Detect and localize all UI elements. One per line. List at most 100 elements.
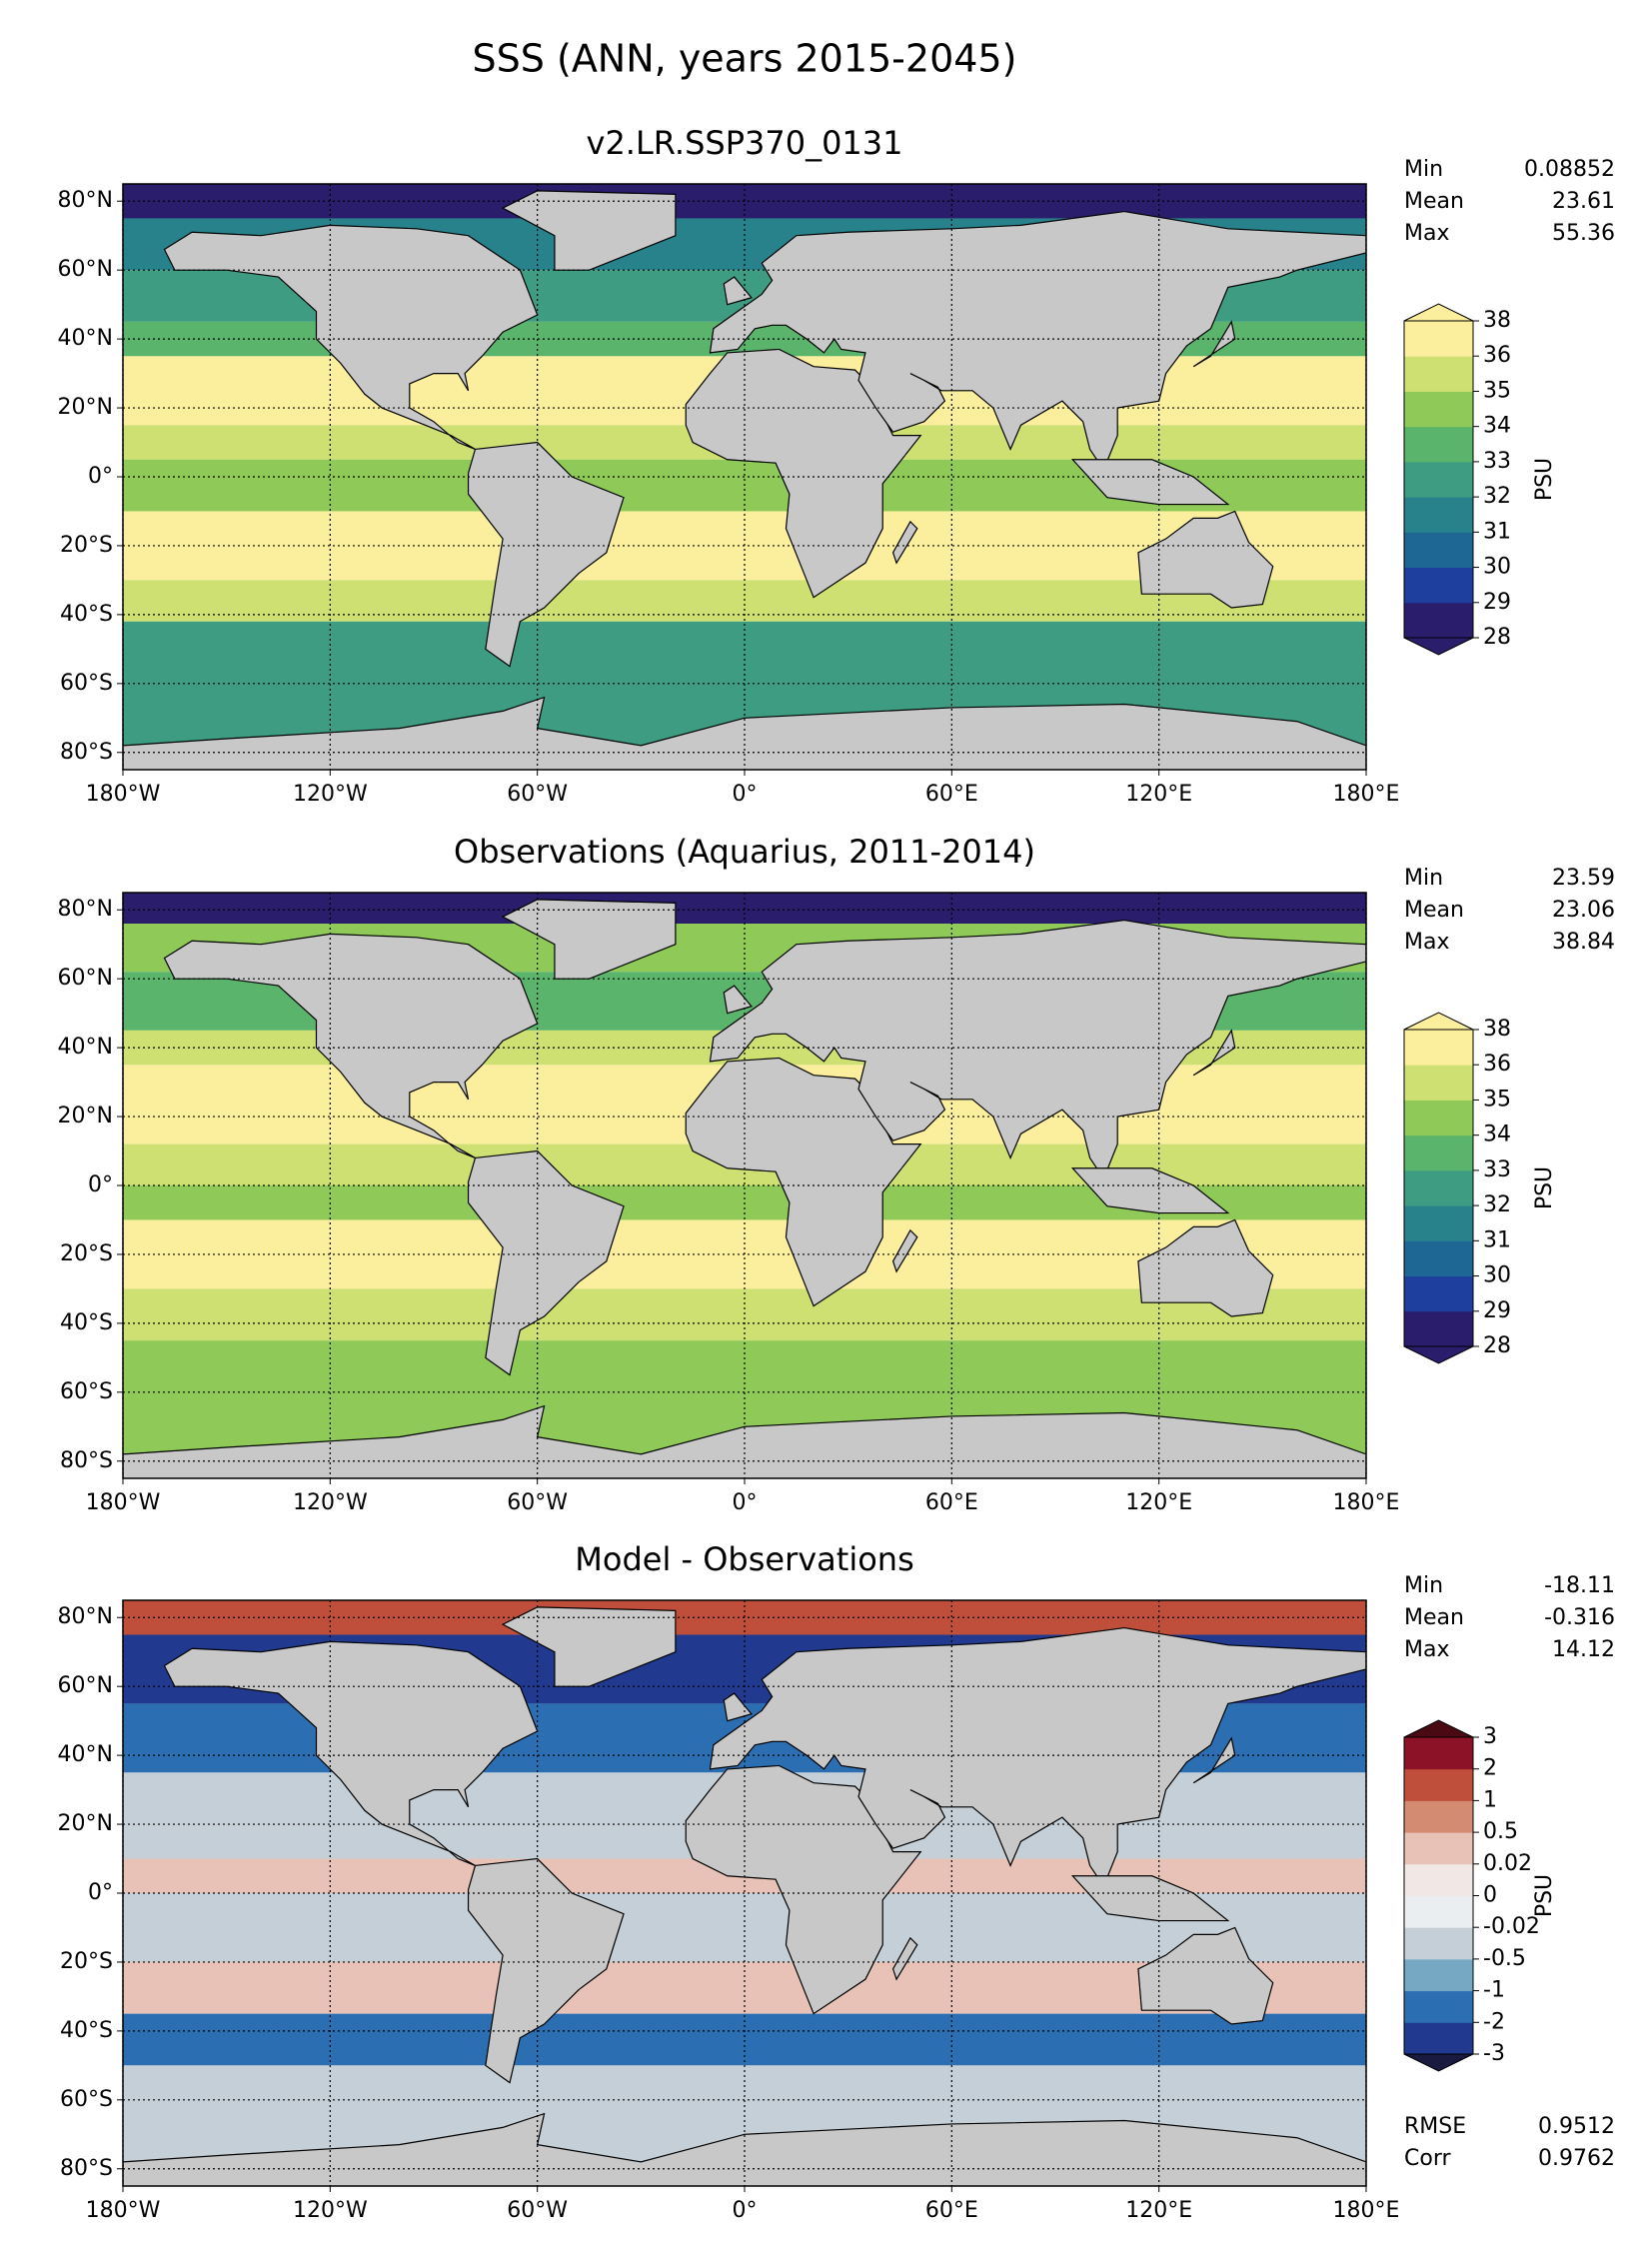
colorbar-tick-label: 38	[1483, 308, 1511, 333]
y-tick-label: 60°S	[60, 1379, 113, 1404]
colorbar-segment	[1404, 2022, 1473, 2055]
x-tick-label: 60°E	[925, 1490, 978, 1515]
colorbar-tick-label: 33	[1483, 449, 1511, 474]
y-tick-label: 20°S	[60, 1949, 113, 1974]
x-tick-label: 0°	[733, 2198, 758, 2223]
land	[123, 2112, 1366, 2186]
x-tick-label: 60°W	[507, 2198, 568, 2223]
land	[501, 190, 677, 271]
colorbar-segment	[1404, 1737, 1473, 1770]
land	[685, 1764, 922, 2015]
colorbar-tick-label: 31	[1483, 519, 1511, 544]
y-tick-label: 80°S	[60, 2156, 113, 2181]
land	[163, 224, 539, 450]
x-tick-label: 180°W	[86, 782, 161, 807]
colorbar-segment	[1404, 1134, 1473, 1171]
colorbar-segment	[1404, 356, 1473, 392]
y-tick-label: 20°N	[58, 1811, 113, 1836]
x-tick-label: 120°W	[293, 2198, 368, 2223]
stat-label: Min	[1404, 1573, 1443, 1598]
x-tick-label: 60°W	[507, 782, 568, 807]
panel-subtitle: Model - Observations	[575, 1540, 914, 1578]
colorbar-tick-label: 34	[1483, 1123, 1511, 1147]
colorbar-segment	[1404, 602, 1473, 639]
colorbar-tick-label: -2	[1483, 2009, 1505, 2034]
land	[1192, 1029, 1236, 1077]
colorbar-segment	[1404, 461, 1473, 498]
colorbar-tick-label: -1	[1483, 1978, 1505, 2003]
land	[467, 1857, 625, 2084]
y-tick-label: 0°	[88, 464, 113, 489]
land	[501, 1606, 677, 1687]
colorbar-extend-top	[1403, 1719, 1474, 1738]
colorbar-segment	[1404, 1100, 1473, 1136]
land	[709, 919, 1366, 1180]
stat-label: Max	[1404, 930, 1449, 955]
colorbar-segment	[1404, 1895, 1473, 1928]
stat-value: -0.316	[1544, 1605, 1615, 1630]
colorbar-frame	[1403, 1029, 1474, 1347]
colorbar-tick-label: 3	[1483, 1724, 1497, 1749]
land	[1137, 510, 1274, 609]
stat-label: Max	[1404, 1637, 1449, 1662]
land	[123, 1404, 1366, 1478]
colorbar-tick-label: 0.02	[1483, 1851, 1532, 1876]
stat-label: Mean	[1404, 898, 1464, 923]
x-tick-label: 120°W	[293, 782, 368, 807]
stat-value: 55.36	[1552, 221, 1615, 246]
colorbar-tick-label: 29	[1483, 590, 1511, 615]
x-tick-label: 60°W	[507, 1490, 568, 1515]
y-tick-label: 60°S	[60, 2087, 113, 2112]
y-tick-label: 20°N	[58, 1104, 113, 1129]
map-frame	[122, 892, 1367, 1479]
colorbar-tick-label: 33	[1483, 1157, 1511, 1182]
colorbar-tick-label: 35	[1483, 1087, 1511, 1112]
colorbar-segment	[1404, 321, 1473, 357]
x-tick-label: 180°E	[1333, 1490, 1400, 1515]
land	[501, 899, 677, 980]
land	[1192, 1736, 1236, 1784]
land	[1070, 459, 1230, 506]
stat-label: Mean	[1404, 189, 1464, 214]
colorbar-segment	[1404, 497, 1473, 533]
x-tick-label: 120°E	[1125, 2198, 1192, 2223]
land	[1192, 320, 1236, 368]
y-tick-label: 20°S	[60, 533, 113, 558]
colorbar-segment	[1404, 1927, 1473, 1960]
x-tick-label: 180°E	[1333, 782, 1400, 807]
land	[685, 348, 922, 599]
colorbar-segment	[1404, 1800, 1473, 1833]
map-frame	[122, 1599, 1367, 2187]
stat-label: Min	[1404, 866, 1443, 891]
y-tick-label: 0°	[88, 1172, 113, 1197]
y-tick-label: 20°S	[60, 1241, 113, 1266]
x-tick-label: 60°E	[925, 782, 978, 807]
colorbar-segment	[1404, 1240, 1473, 1277]
x-tick-label: 180°W	[86, 1490, 161, 1515]
stat-label: Corr	[1404, 2146, 1451, 2171]
colorbar-tick-label: 36	[1483, 1052, 1511, 1077]
stat-value: 14.12	[1552, 1637, 1615, 1662]
stat-label: Mean	[1404, 1605, 1464, 1630]
y-tick-label: 80°N	[58, 1604, 113, 1629]
panel-subtitle: v2.LR.SSP370_0131	[587, 124, 903, 162]
colorbar-segment	[1404, 532, 1473, 569]
colorbar-tick-label: -0.02	[1483, 1914, 1540, 1939]
y-tick-label: 80°S	[60, 740, 113, 765]
land	[891, 1228, 918, 1273]
colorbar-segment	[1404, 1863, 1473, 1896]
colorbar-segment	[1404, 1065, 1473, 1101]
stat-label: RMSE	[1404, 2114, 1466, 2139]
colorbar-tick-label: 35	[1483, 378, 1511, 403]
colorbar-tick-label: -0.5	[1483, 1946, 1526, 1971]
colorbar-extend-bottom	[1403, 1345, 1474, 1364]
colorbar-tick-label: 28	[1483, 625, 1511, 650]
land	[163, 1640, 539, 1866]
x-tick-label: 180°W	[86, 2198, 161, 2223]
y-tick-label: 60°N	[58, 966, 113, 991]
colorbar-tick-label: 32	[1483, 484, 1511, 509]
y-tick-label: 60°S	[60, 671, 113, 696]
colorbar-tick-label: 30	[1483, 555, 1511, 580]
colorbar-tick-label: 29	[1483, 1298, 1511, 1323]
